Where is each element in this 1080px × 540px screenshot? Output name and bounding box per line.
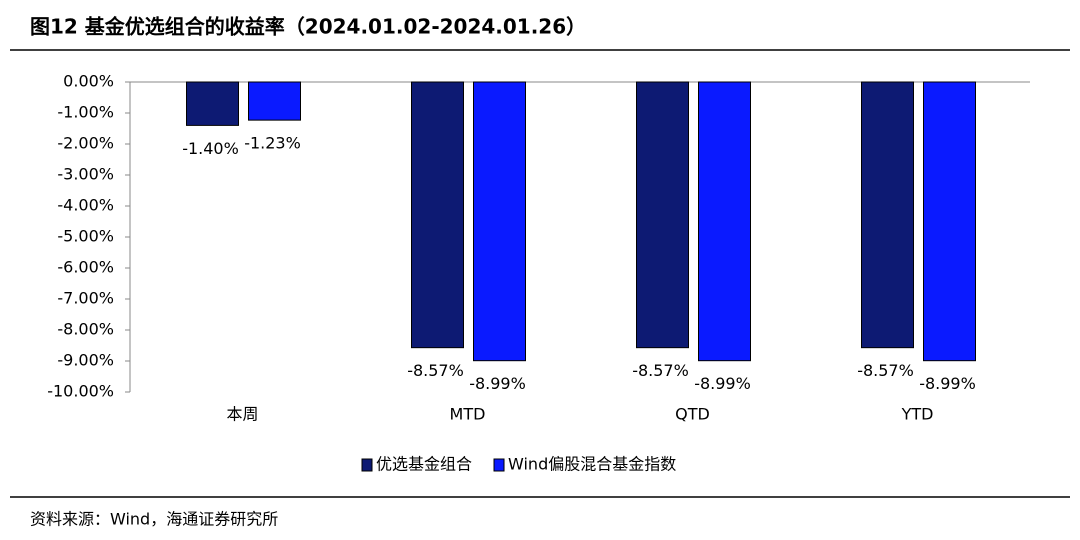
bar xyxy=(186,81,239,126)
value-label: -1.40% xyxy=(182,139,239,158)
bar xyxy=(248,81,301,121)
x-tick-label: YTD xyxy=(901,405,934,424)
bar xyxy=(636,81,689,349)
source-note: 资料来源：Wind，海通证券研究所 xyxy=(30,510,278,529)
y-tick-label: -2.00% xyxy=(57,134,114,153)
y-tick-label: -7.00% xyxy=(57,289,114,308)
x-tick-label: 本周 xyxy=(226,405,258,424)
value-label: -8.57% xyxy=(407,361,464,380)
bar xyxy=(923,81,976,362)
bar xyxy=(411,81,464,349)
x-tick-label: QTD xyxy=(675,405,710,424)
chart-title: 图12 基金优选组合的收益率（2024.01.02-2024.01.26） xyxy=(30,15,586,39)
legend-label: Wind偏股混合基金指数 xyxy=(508,455,676,474)
y-tick-label: -4.00% xyxy=(57,196,114,215)
y-tick-label: -9.00% xyxy=(57,351,114,370)
value-label: -8.57% xyxy=(632,361,689,380)
value-label: -8.99% xyxy=(469,374,526,393)
bar xyxy=(473,81,526,362)
y-tick-label: -8.00% xyxy=(57,320,114,339)
legend-swatch xyxy=(361,458,373,472)
legend-label: 优选基金组合 xyxy=(376,455,472,474)
y-tick-label: -1.00% xyxy=(57,103,114,122)
legend-swatch xyxy=(493,458,505,472)
y-tick-label: -10.00% xyxy=(47,382,114,401)
bar xyxy=(698,81,751,362)
y-tick-label: 0.00% xyxy=(63,72,114,91)
x-tick-label: MTD xyxy=(450,405,486,424)
value-label: -8.57% xyxy=(857,361,914,380)
y-tick-label: -5.00% xyxy=(57,227,114,246)
value-label: -8.99% xyxy=(919,374,976,393)
bar xyxy=(861,81,914,349)
y-tick-label: -3.00% xyxy=(57,165,114,184)
value-label: -1.23% xyxy=(244,134,301,153)
y-tick-label: -6.00% xyxy=(57,258,114,277)
value-label: -8.99% xyxy=(694,374,751,393)
